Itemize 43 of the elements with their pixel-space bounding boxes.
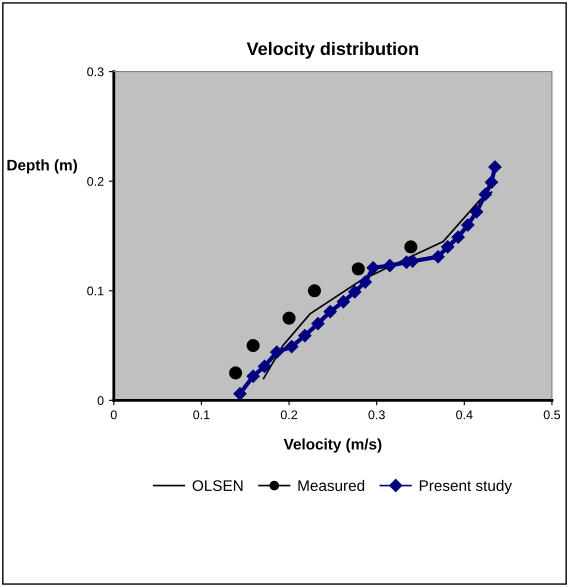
y-tick-label: 0.2: [87, 176, 104, 186]
point: [324, 304, 337, 318]
point: [383, 258, 396, 272]
x-tick-label: 0.2: [280, 410, 298, 420]
x-tick-label: 0: [110, 410, 117, 420]
point: [452, 230, 465, 244]
point: [229, 366, 242, 380]
legend-label: OLSEN: [192, 480, 242, 492]
point: [246, 370, 260, 383]
point: [233, 387, 247, 400]
y-axis-title: Depth (m): [7, 159, 77, 174]
point: [441, 240, 454, 254]
point: [461, 218, 474, 232]
x-tick-label: 0.3: [368, 410, 385, 420]
point: [478, 188, 492, 201]
point: [311, 317, 325, 330]
point: [404, 240, 418, 254]
point: [366, 261, 380, 274]
point: [246, 339, 260, 352]
chart-title: Velocity distribution: [246, 42, 418, 59]
point: [285, 340, 298, 354]
legend-label: Present study: [420, 480, 512, 494]
x-axis-title: Velocity (m/s): [284, 438, 382, 453]
x-tick-label: 0.4: [456, 410, 473, 420]
point: [358, 275, 372, 289]
point: [282, 312, 296, 325]
point: [308, 284, 321, 298]
point: [484, 176, 498, 189]
point: [431, 250, 445, 264]
point: [488, 160, 502, 174]
y-tick-label: 0.3: [87, 67, 104, 76]
x-tick-label: 0.1: [193, 410, 210, 420]
legend-label: Measured: [298, 480, 364, 492]
point: [270, 346, 284, 359]
point: [470, 205, 484, 218]
point: [336, 295, 350, 308]
point: [258, 360, 272, 373]
point: [298, 329, 312, 342]
point: [348, 285, 362, 298]
x-tick-label: 0.5: [544, 410, 560, 420]
point: [352, 262, 365, 276]
y-tick-label: 0.1: [87, 286, 104, 296]
y-tick-label: 0: [98, 396, 104, 405]
